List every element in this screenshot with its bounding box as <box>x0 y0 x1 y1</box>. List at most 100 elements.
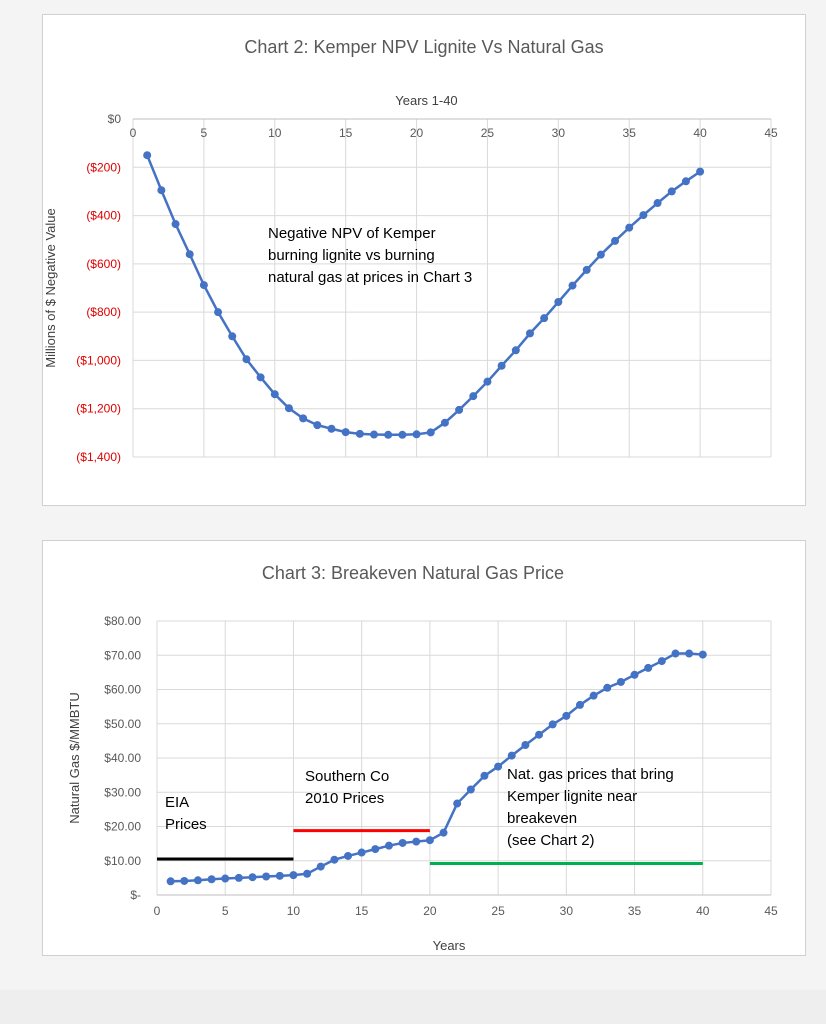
chart-3-data-point <box>507 751 516 760</box>
chart-2-title: Chart 2: Kemper NPV Lignite Vs Natural G… <box>244 37 603 57</box>
chart-3-data-point <box>535 730 544 739</box>
chart-2-y-tick-label: ($1,200) <box>76 402 121 416</box>
chart-2-data-point <box>199 281 208 290</box>
chart-2-x-tick-label: 0 <box>130 126 137 140</box>
chart-3-x-tick-label: 35 <box>628 904 642 918</box>
chart-3-x-tick-label: 0 <box>154 904 161 918</box>
chart-3-data-point <box>657 657 666 666</box>
chart-3-data-point <box>371 845 380 854</box>
chart-2-data-point <box>469 392 478 401</box>
chart-2-data-point <box>681 177 690 186</box>
chart-3-data-point <box>180 876 189 885</box>
chart-3-data-point <box>412 837 421 846</box>
chart-3-southern-co-label-line: 2010 Prices <box>305 790 384 807</box>
chart-3-y-tick-label: $80.00 <box>104 614 141 628</box>
chart-2-data-point <box>455 405 464 414</box>
chart-3-x-tick-label: 10 <box>287 904 301 918</box>
chart-2-data-point <box>440 418 449 427</box>
chart-2-data-point <box>525 329 534 338</box>
chart-3-breakeven-label-line: (see Chart 2) <box>507 832 595 849</box>
chart-3-data-point <box>193 876 202 885</box>
chart-3-data-point <box>562 711 571 720</box>
chart-3-x-axis-title: Years <box>433 938 466 953</box>
chart-3-data-point <box>603 683 612 692</box>
chart-2-data-point <box>511 346 520 355</box>
chart-3-data-point <box>289 871 298 880</box>
chart-2-panel: Chart 2: Kemper NPV Lignite Vs Natural G… <box>42 14 806 506</box>
chart-3-eia-prices-label-line: Prices <box>165 816 207 833</box>
chart-3-data-point <box>303 869 312 878</box>
chart-2-data-point <box>540 314 549 323</box>
chart-2-data-point <box>483 377 492 386</box>
chart-2-x-tick-label: 25 <box>481 126 495 140</box>
chart-3-data-point <box>357 848 366 857</box>
page-footer-strip <box>0 990 826 1024</box>
chart-2-data-point <box>157 186 166 195</box>
chart-3-x-tick-label: 5 <box>222 904 229 918</box>
chart-2-data-point <box>355 429 364 438</box>
chart-3-data-point <box>425 836 434 845</box>
chart-2-data-point <box>582 265 591 274</box>
chart-2-annotation-line: burning lignite vs burning <box>268 247 435 264</box>
chart-2-data-point <box>497 361 506 370</box>
chart-2-x-tick-label: 5 <box>201 126 208 140</box>
chart-2-data-point <box>611 236 620 245</box>
chart-2-y-axis-title: Millions of $ Negative Value <box>43 208 58 367</box>
chart-3-data-point <box>494 762 503 771</box>
chart-3-breakeven-label-line: Kemper lignite near <box>507 788 637 805</box>
chart-3-data-point <box>248 873 257 882</box>
chart-2-y-tick-label: ($200) <box>86 160 121 174</box>
chart-3-x-tick-label: 15 <box>355 904 369 918</box>
chart-2-y-tick-label: $0 <box>108 112 122 126</box>
chart-3-breakeven-label-line: Nat. gas prices that bring <box>507 766 674 783</box>
chart-3-data-point <box>685 649 694 658</box>
chart-3-y-tick-label: $- <box>130 888 141 902</box>
chart-3-data-point <box>521 740 530 749</box>
chart-3-series-line <box>170 652 703 883</box>
chart-3-title: Chart 3: Breakeven Natural Gas Price <box>262 563 564 583</box>
chart-3-data-point <box>207 875 216 884</box>
chart-2-data-point <box>313 421 322 430</box>
chart-3-data-point <box>616 677 625 686</box>
chart-3-data-point <box>671 649 680 658</box>
chart-3-data-point <box>234 873 243 882</box>
chart-2-data-point <box>554 298 563 307</box>
chart-2-data-point <box>171 220 180 229</box>
chart-3-data-point <box>344 851 353 860</box>
chart-2-data-point <box>284 404 293 413</box>
chart-2-data-point <box>270 390 279 399</box>
chart-2-y-tick-label: ($1,000) <box>76 353 121 367</box>
chart-3-data-point <box>644 663 653 672</box>
chart-2-data-point <box>639 211 648 220</box>
chart-2-x-tick-label: 45 <box>764 126 778 140</box>
chart-3-data-point <box>275 871 284 880</box>
chart-3-y-tick-label: $30.00 <box>104 785 141 799</box>
chart-2-annotation-line: natural gas at prices in Chart 3 <box>268 269 472 286</box>
chart-2-data-point <box>299 414 308 423</box>
chart-2-x-tick-label: 35 <box>623 126 637 140</box>
chart-2-data-point <box>412 430 421 439</box>
chart-2-data-point <box>327 424 336 433</box>
chart-3-data-point <box>466 785 475 794</box>
chart-3-x-tick-label: 45 <box>764 904 778 918</box>
chart-3-x-tick-label: 20 <box>423 904 437 918</box>
chart-3-y-tick-label: $10.00 <box>104 854 141 868</box>
chart-3-data-point <box>221 874 230 883</box>
chart-2-x-axis-title: Years 1-40 <box>395 93 457 108</box>
chart-3-data-point <box>453 799 462 808</box>
chart-3-data-point <box>262 872 271 881</box>
chart-3-data-point <box>166 877 175 886</box>
chart-3-data-point <box>575 700 584 709</box>
chart-3-data-point <box>480 771 489 780</box>
chart-2-data-point <box>625 223 634 232</box>
chart-3-y-axis-title: Natural Gas $/MMBTU <box>67 692 82 823</box>
chart-3-panel: Chart 3: Breakeven Natural Gas Price $- $1… <box>42 540 806 956</box>
chart-2-series-line <box>146 154 701 437</box>
chart-3-x-tick-label: 30 <box>560 904 574 918</box>
chart-2-x-tick-label: 20 <box>410 126 424 140</box>
chart-3-y-tick-label: $60.00 <box>104 683 141 697</box>
chart-3-data-point <box>384 841 393 850</box>
chart-2-data-point <box>214 308 223 317</box>
chart-3-eia-prices-label-line: EIA <box>165 794 189 811</box>
chart-2-y-tick-label: ($800) <box>86 305 121 319</box>
